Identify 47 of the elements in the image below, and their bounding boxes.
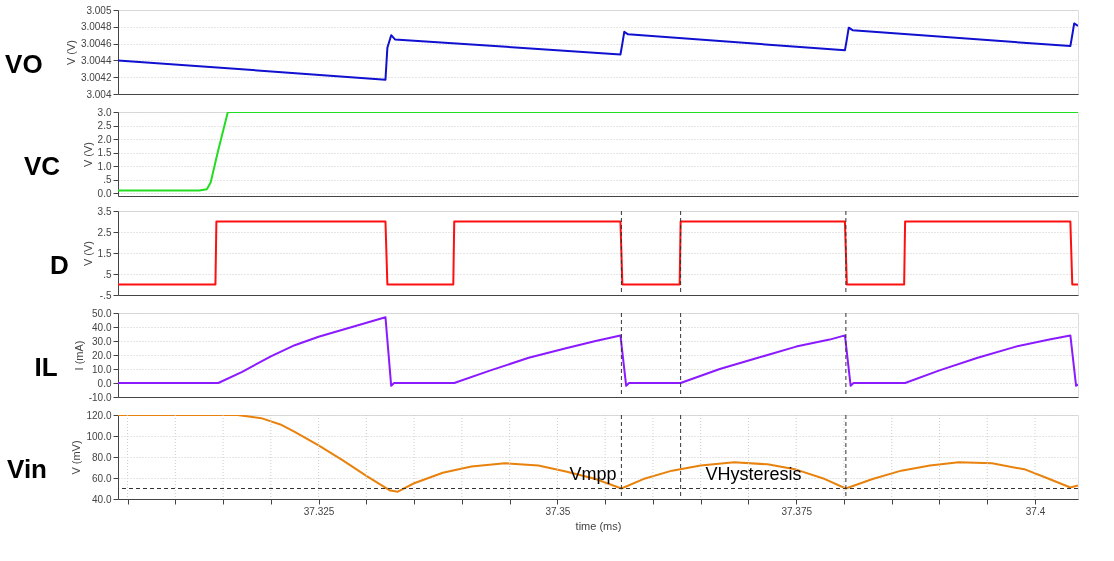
y-tick-label: 1.5 [97, 147, 112, 159]
y-tick-label: 2.5 [97, 226, 112, 238]
x-tick-label: 37.4 [1025, 505, 1046, 517]
y-tick-label: -.5 [99, 289, 112, 301]
text: VO [5, 49, 43, 79]
text: IL [34, 352, 58, 382]
y-tick-label: 60.0 [92, 472, 112, 484]
x-tick-label: 37.375 [781, 505, 813, 517]
y-tick-label: 50.0 [92, 307, 112, 319]
x-tick-label: 37.325 [303, 505, 335, 517]
y-tick-label: 3.0044 [80, 54, 112, 66]
y-tick-label: 3.0042 [80, 71, 112, 83]
y-tick-label: 100.0 [86, 430, 112, 442]
x-tick-label: 37.35 [545, 505, 571, 517]
y-tick-label: 2.5 [97, 120, 112, 132]
y-tick-label: 3.0 [97, 106, 112, 118]
y-axis-title: V (V) [81, 141, 94, 168]
annotation: VHysteresis [705, 463, 802, 484]
y-tick-label: 1.5 [97, 247, 112, 259]
y-tick-label: 3.004 [86, 88, 112, 100]
y-tick-label: 120.0 [86, 409, 112, 421]
y-tick-label: 3.0048 [80, 21, 112, 33]
y-axis-title: V (mV) [70, 440, 83, 475]
x-axis-title: time (ms) [575, 519, 622, 532]
y-tick-label: 80.0 [92, 451, 112, 463]
y-axis-title: I (mA) [72, 340, 85, 371]
y-axis-title: V (V) [81, 240, 94, 267]
y-tick-label: -10.0 [88, 391, 112, 403]
text: Vin [7, 454, 47, 484]
y-tick-label: .5 [103, 174, 112, 186]
text: D [49, 250, 69, 280]
text: VC [23, 151, 61, 181]
y-tick-label: 0.0 [97, 187, 112, 199]
y-tick-label: 40.0 [92, 321, 112, 333]
y-tick-label: .5 [103, 268, 112, 280]
annotation: Vmpp [569, 463, 617, 484]
y-tick-label: 3.5 [97, 205, 112, 217]
y-tick-label: 20.0 [92, 349, 112, 361]
y-tick-label: 3.005 [86, 4, 112, 16]
y-tick-label: 30.0 [92, 335, 112, 347]
y-tick-label: 2.0 [97, 133, 112, 145]
y-tick-label: 1.0 [97, 160, 112, 172]
y-tick-label: 0.0 [97, 377, 112, 389]
y-axis-title: V (V) [64, 39, 77, 66]
y-tick-label: 40.0 [92, 493, 112, 505]
y-tick-label: 10.0 [92, 363, 112, 375]
y-tick-label: 3.0046 [80, 38, 112, 50]
